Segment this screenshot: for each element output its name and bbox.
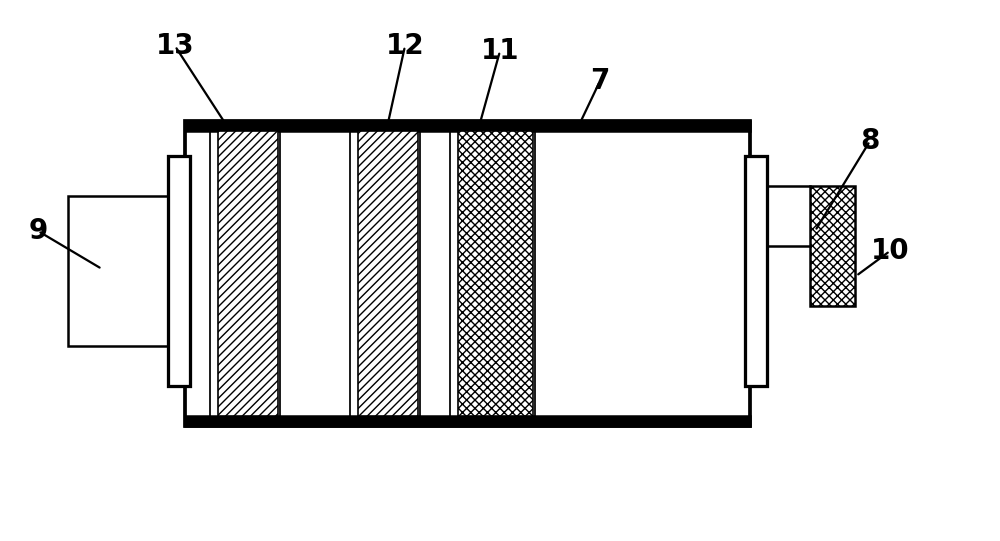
Bar (358, 131, 418, 416)
Text: 11: 11 (481, 37, 519, 65)
Text: 10: 10 (871, 237, 909, 265)
Text: 9: 9 (28, 217, 48, 245)
Bar (810, 186, 855, 306)
Bar (68, 196, 168, 346)
Bar (745, 156, 767, 386)
Bar (185, 121, 750, 426)
Bar (185, 121, 750, 131)
Text: 13: 13 (156, 32, 194, 60)
Text: 12: 12 (386, 32, 424, 60)
Bar (218, 131, 278, 416)
Bar (185, 416, 750, 426)
Bar (458, 131, 533, 416)
Text: 8: 8 (860, 127, 880, 155)
Bar (168, 156, 190, 386)
Text: 7: 7 (590, 67, 610, 95)
